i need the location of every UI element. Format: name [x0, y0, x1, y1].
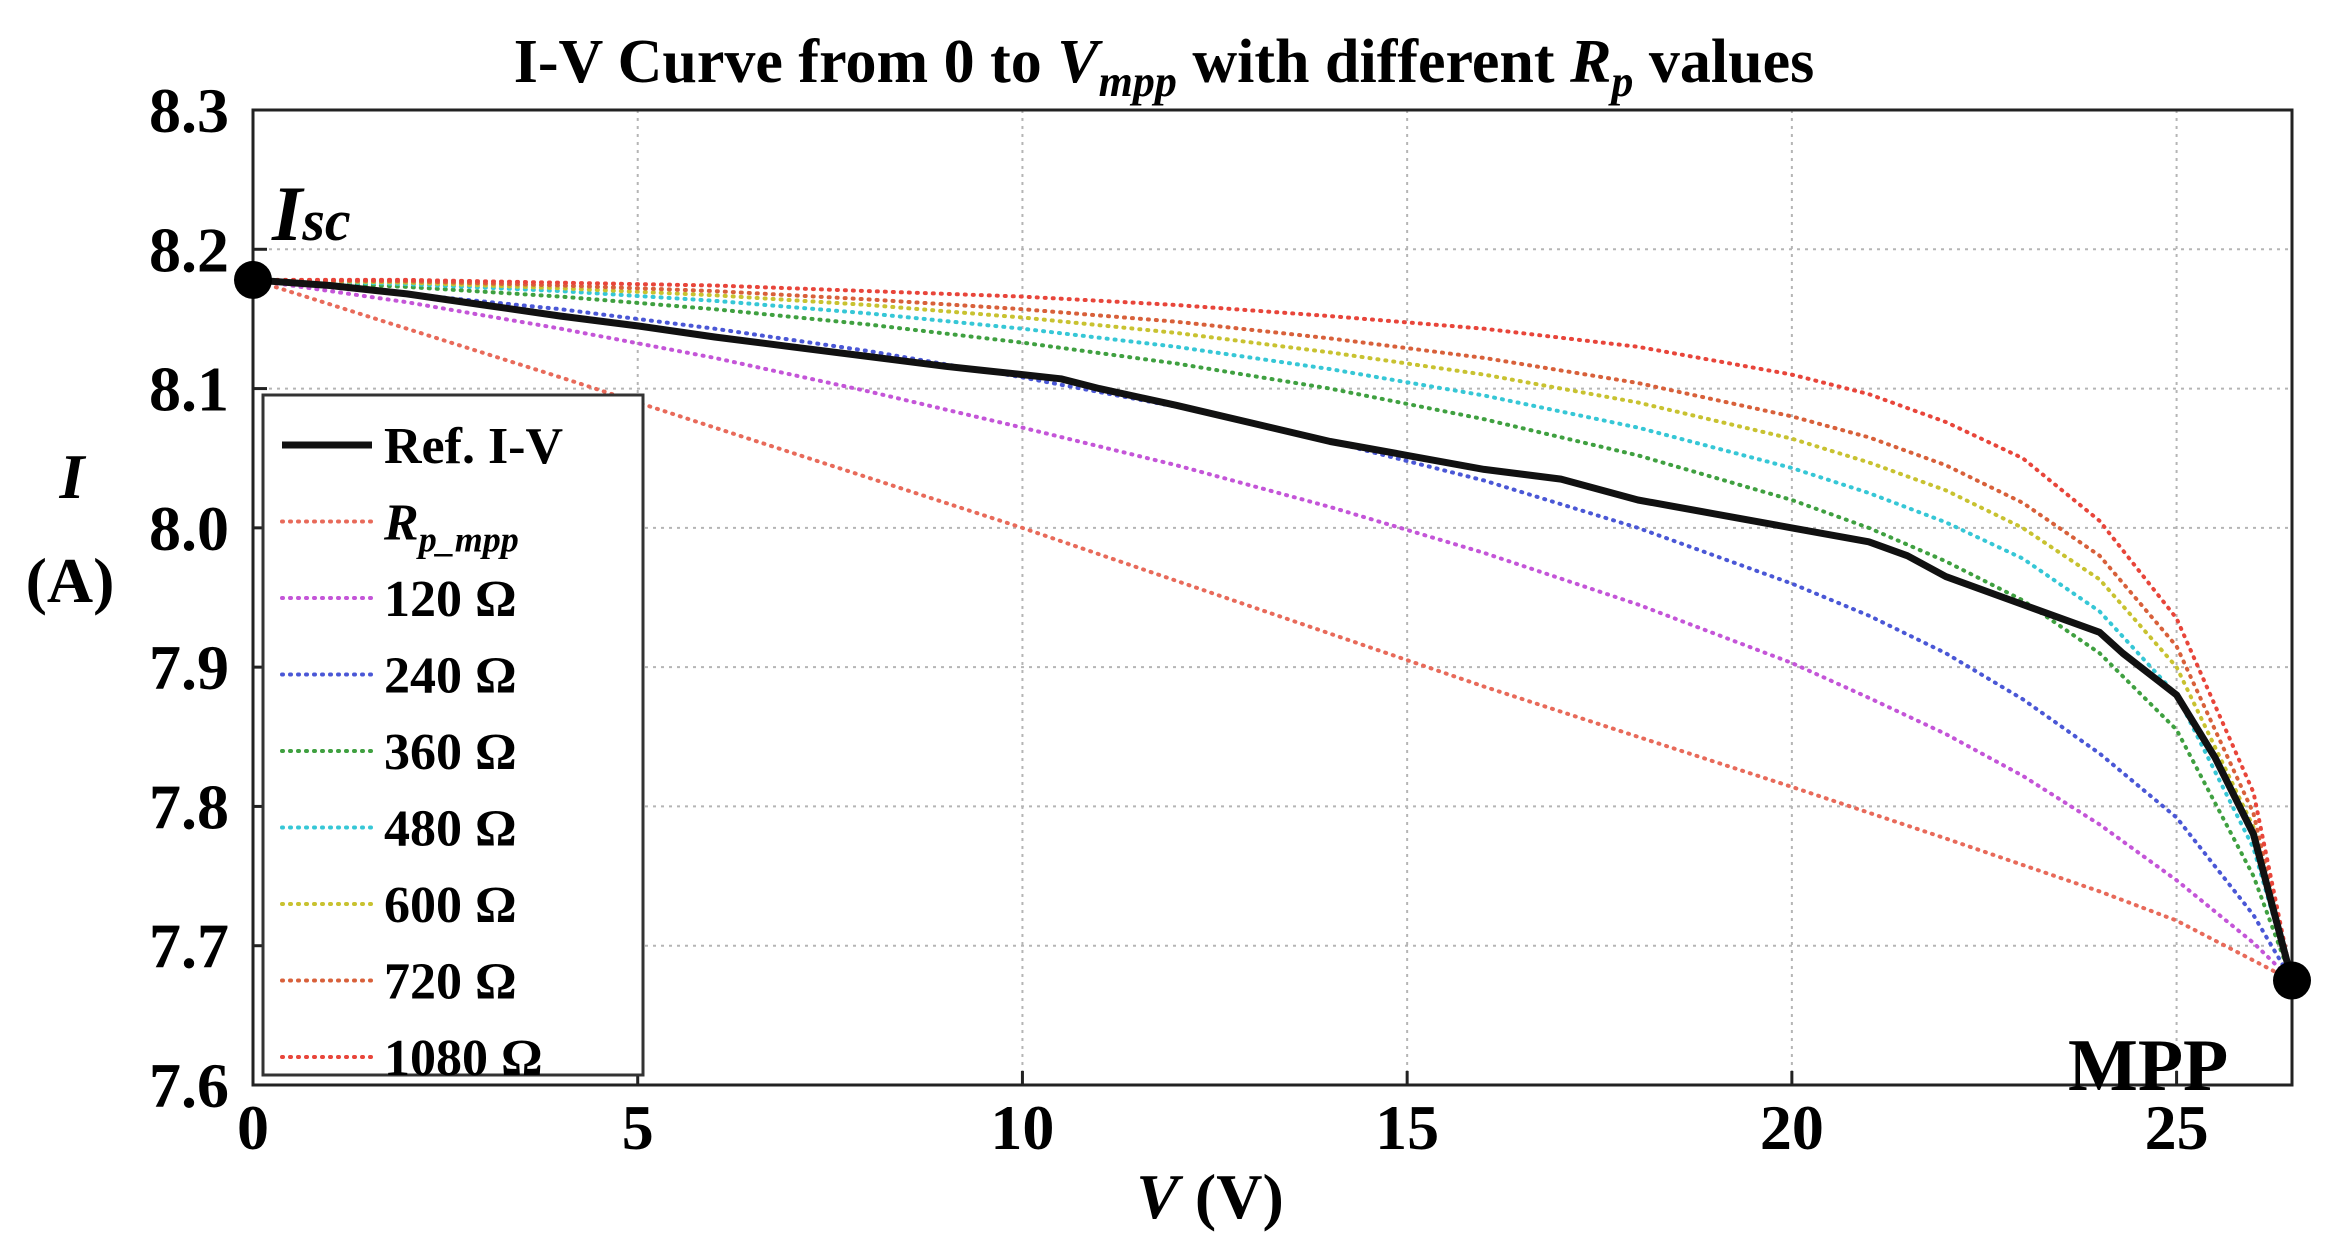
plot-area-frame — [251, 108, 2294, 1087]
y-axis-label-var: I — [59, 441, 87, 512]
y-tick-label: 8.2 — [149, 214, 229, 285]
legend-label-600: 600 Ω — [384, 877, 517, 934]
x-axis-label-unit: (V) — [1179, 1161, 1284, 1232]
title-middle: with different — [1177, 28, 1570, 96]
legend-box — [261, 393, 645, 1077]
legend: Ref. I-V Rp_mpp 120 Ω 240 Ω 360 Ω 480 Ω 600 Ω 7… — [261, 393, 645, 1087]
mpp-label: MPP — [2068, 1025, 2228, 1107]
x-tick-label: 20 — [1760, 1092, 1824, 1163]
y-tick-label: 8.1 — [149, 354, 229, 425]
y-axis-label-unit: (A) — [26, 545, 115, 616]
y-tick-labels: 7.6 7.7 7.8 7.9 8.0 8.1 8.2 8.3 — [149, 75, 229, 1121]
isc-label: Isc — [271, 170, 351, 257]
x-axis-label-var: V — [1136, 1161, 1184, 1232]
legend-label-ref-i-v: Ref. I-V — [384, 418, 563, 475]
series-line-360 — [251, 277, 2294, 983]
chart-title: I-V Curve from 0 to Vmpp with different … — [514, 28, 1815, 106]
title-var2-sub: p — [1607, 57, 1633, 106]
series-line-120 — [251, 277, 2294, 983]
series-line-480 — [251, 277, 2294, 983]
legend-label-1080: 1080 Ω — [384, 1030, 543, 1087]
legend-label-base: R — [383, 495, 419, 552]
title-var2: R — [1569, 28, 1611, 96]
series-group — [249, 276, 2296, 984]
y-tick-label: 7.7 — [149, 911, 229, 982]
y-tick-label: 7.9 — [149, 632, 229, 703]
tick-marks — [251, 108, 2179, 1087]
mpp-point-marker — [2273, 961, 2311, 1000]
legend-label-720: 720 Ω — [384, 954, 517, 1011]
x-axis-label: V (V) — [1136, 1161, 1284, 1232]
y-tick-label: 7.6 — [149, 1050, 229, 1121]
x-tick-labels: 0 5 10 15 20 25 — [237, 1092, 2209, 1163]
title-var1-sub: mpp — [1099, 57, 1177, 106]
title-var1: V — [1057, 28, 1103, 96]
series-line-ref-i-v — [249, 276, 2296, 984]
x-tick-label: 5 — [622, 1092, 654, 1163]
isc-point-marker — [234, 260, 272, 299]
y-tick-label: 8.0 — [149, 493, 229, 564]
grid-lines — [253, 110, 2292, 1085]
x-tick-label: 10 — [990, 1092, 1054, 1163]
legend-items: Ref. I-V Rp_mpp 120 Ω 240 Ω 360 Ω 480 Ω 600 Ω 7… — [280, 418, 563, 1087]
series-line-1080 — [251, 277, 2294, 983]
title-suffix: values — [1633, 28, 1814, 96]
title-prefix: I-V Curve from 0 to — [514, 28, 1058, 96]
legend-label-120: 120 Ω — [384, 571, 517, 628]
series-line-600 — [251, 277, 2294, 983]
y-tick-label: 7.8 — [149, 771, 229, 842]
legend-label-360: 360 Ω — [384, 724, 517, 781]
isc-label-sub: sc — [301, 188, 350, 253]
x-tick-label: 0 — [237, 1092, 269, 1163]
legend-label-sub: p_mpp — [416, 520, 519, 560]
isc-label-base: I — [271, 170, 305, 257]
series-line-240 — [251, 277, 2294, 983]
series-line-720 — [251, 277, 2294, 983]
y-tick-label: 8.3 — [149, 75, 229, 146]
x-tick-label: 25 — [2145, 1092, 2209, 1163]
x-tick-label: 15 — [1375, 1092, 1439, 1163]
legend-label-480: 480 Ω — [384, 801, 517, 858]
legend-label-240: 240 Ω — [384, 648, 517, 705]
legend-label-r-p-mpp: Rp_mpp — [383, 495, 519, 560]
